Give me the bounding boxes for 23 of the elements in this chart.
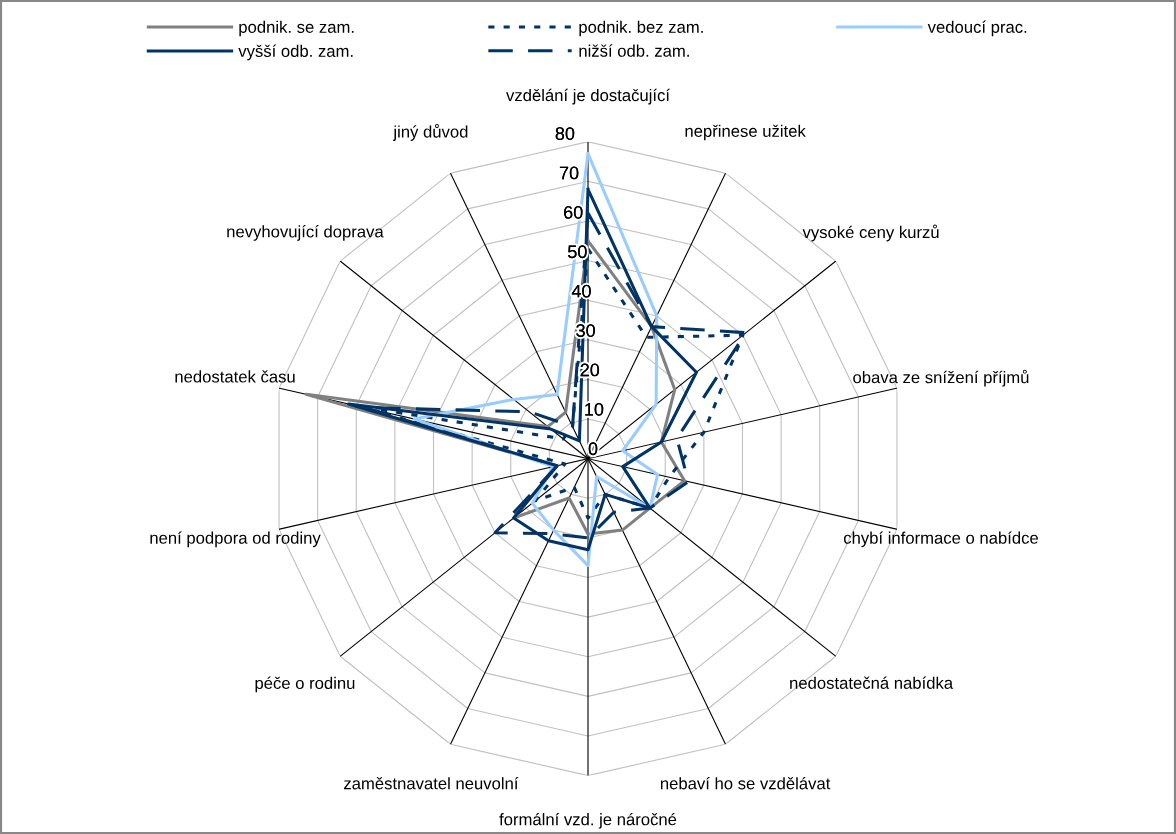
spoke-label: vysoké ceny kurzů [802, 224, 939, 242]
legend-label: podnik. bez zam. [579, 20, 703, 37]
spoke-label: formální vzd. je náročné [499, 812, 677, 829]
spoke-label: péče o rodinu [255, 676, 355, 693]
spoke-label: nepřinese užitek [685, 124, 806, 141]
spoke-label: nebaví ho se vzdělávat [660, 776, 831, 790]
y-tick-label: 80 [555, 127, 575, 140]
y-tick-label: 60 [564, 205, 583, 219]
spoke-label: nedostatečná nabídka [790, 676, 954, 689]
spoke-label: zaměstnavatel neuvolní [344, 776, 519, 790]
legend-label: vedoucí prac. [927, 20, 1027, 37]
legend-label: vyšší odb. zam. [238, 44, 353, 61]
y-tick-label: 70 [559, 166, 579, 180]
spoke-label: chybí informace o nabídce [843, 531, 1038, 548]
spoke-label: vzdělání je dostačující [506, 88, 670, 105]
legend-label: nižší odb. zam. [579, 44, 689, 57]
spoke-label: není podpora od rodiny [150, 531, 321, 548]
spoke-label: jiný důvod [392, 124, 468, 141]
spoke-label: obava ze snížení příjmů [853, 369, 1029, 387]
y-tick-label: 30 [576, 324, 595, 337]
spoke-label: nevyhovující doprava [227, 225, 384, 241]
legend-label: podnik. se zam. [239, 20, 354, 37]
spoke-label: nedostatek času [175, 370, 295, 383]
